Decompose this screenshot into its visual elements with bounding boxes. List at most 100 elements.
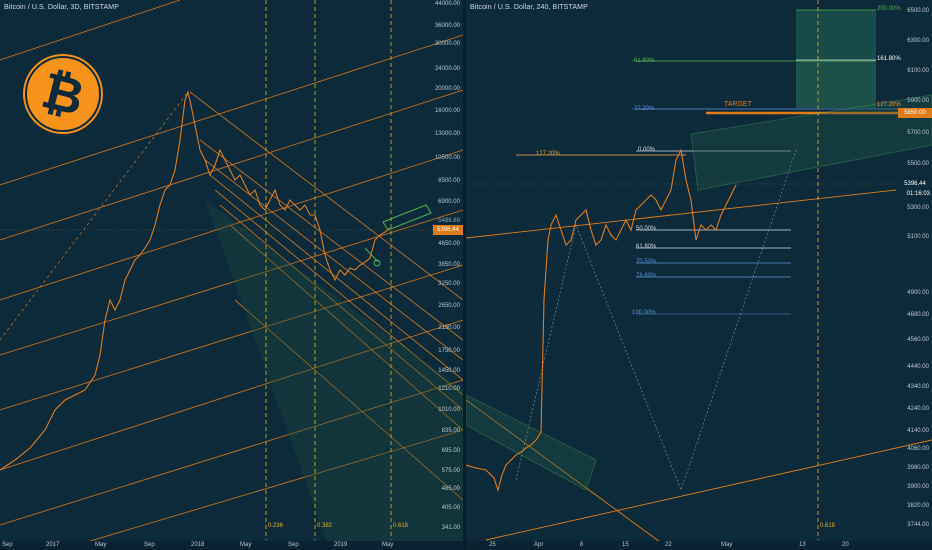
y-tick: 3900.00 xyxy=(907,484,929,490)
fib-time-label: 0.618 xyxy=(820,523,836,529)
fib-retracement-lines xyxy=(636,150,791,315)
x-tick: May xyxy=(95,542,107,548)
y-tick: 6300.00 xyxy=(907,38,929,44)
y-tick: 5900.00 xyxy=(907,98,929,104)
ext-label: 161.80% xyxy=(877,56,901,62)
fib-level-label: 50.00% xyxy=(636,226,657,232)
y-tick: 4060.00 xyxy=(907,446,929,452)
left-trend-channels xyxy=(0,0,463,550)
left-projection-box xyxy=(382,204,432,231)
fib-time-label: 0.618 xyxy=(393,523,409,529)
y-tick: 4900.00 xyxy=(907,290,929,296)
y-tick: 2150.00 xyxy=(438,325,460,331)
y-tick: 835.00 xyxy=(441,428,460,434)
right-chart-canvas[interactable] xyxy=(466,0,932,550)
target-box-upper xyxy=(796,10,876,60)
x-tick: 25 xyxy=(489,542,496,548)
y-tick: 4650.00 xyxy=(438,241,460,247)
y-tick: 4680.00 xyxy=(907,312,929,318)
left-green-marker xyxy=(364,247,379,263)
right-price-path xyxy=(466,148,737,492)
x-tick: May xyxy=(240,542,252,548)
x-tick: Sep xyxy=(2,542,13,548)
x-tick: Sep xyxy=(144,542,155,548)
right-price-axis[interactable]: 6500.00 6300.00 6100.00 5900.00 5700.00 … xyxy=(898,0,932,550)
y-tick: 1010.00 xyxy=(438,407,460,413)
y-tick: 10500.00 xyxy=(434,155,460,161)
fib-time-label: 0.236 xyxy=(268,523,284,529)
ext-label: -27.20% xyxy=(632,106,655,112)
ext-label: 127.20% xyxy=(536,151,560,157)
right-chart-panel[interactable]: Bitcoin / U.S. Dollar, 240, BITSTAMP -61… xyxy=(466,0,932,550)
fib-level-label: 78.60% xyxy=(636,273,657,279)
y-tick: 2650.00 xyxy=(438,303,460,309)
right-price-badge: 5396.44 xyxy=(898,179,932,189)
y-tick: 4240.00 xyxy=(907,406,929,412)
y-tick: 5500.00 xyxy=(907,161,929,167)
right-chart-title: Bitcoin / U.S. Dollar, 240, BITSTAMP xyxy=(470,4,588,11)
x-tick: May xyxy=(382,542,394,548)
y-tick: 341.00 xyxy=(441,525,460,531)
left-chart-canvas[interactable] xyxy=(0,0,463,550)
left-price-badge: 5396.44 xyxy=(433,225,463,235)
fib-time-label: 0.382 xyxy=(317,523,333,529)
y-tick: 13000.00 xyxy=(434,131,460,137)
target-price-badge: 5850.00 xyxy=(898,108,932,118)
target-label: TARGET xyxy=(724,101,752,108)
y-tick: 4440.00 xyxy=(907,364,929,370)
y-tick: 3820.00 xyxy=(907,503,929,509)
ext-label: -61.80% xyxy=(632,58,655,64)
bitcoin-logo: ₿ xyxy=(25,56,101,132)
y-tick: 6100.00 xyxy=(907,68,929,74)
left-shaded-zone xyxy=(205,200,463,550)
y-tick: 20000.00 xyxy=(434,86,460,92)
left-price-axis[interactable]: 44000.00 36000.00 30000.00 24000.00 2000… xyxy=(433,0,463,550)
left-dashed-trend xyxy=(0,91,189,341)
y-tick: 5100.00 xyxy=(907,234,929,240)
y-tick: 30000.00 xyxy=(434,41,460,47)
fib-level-label: 0.00% xyxy=(638,147,656,153)
y-tick: 24000.00 xyxy=(434,66,460,72)
ext-label: 127.20% xyxy=(877,102,901,108)
right-time-axis[interactable]: 25 Apr 8 15 22 May 13 20 xyxy=(466,541,932,550)
y-tick: 405.00 xyxy=(441,505,460,511)
x-tick: 20 xyxy=(842,542,849,548)
ext-label: 200.00% xyxy=(877,6,901,12)
left-green-circle xyxy=(373,259,381,267)
y-tick: 8500.00 xyxy=(438,178,460,184)
y-tick: 6900.00 xyxy=(438,199,460,205)
left-price-path xyxy=(0,90,391,471)
y-tick: 44000.00 xyxy=(434,1,460,7)
right-lower-channel xyxy=(466,394,597,491)
x-tick: 15 xyxy=(622,542,629,548)
y-tick: 16000.00 xyxy=(434,108,460,114)
x-tick: 22 xyxy=(665,542,672,548)
y-tick: 575.00 xyxy=(441,468,460,474)
y-tick: 3250.00 xyxy=(438,281,460,287)
y-tick: 4340.00 xyxy=(907,384,929,390)
panel-divider[interactable] xyxy=(463,0,466,550)
right-dashed-path xyxy=(515,149,797,491)
x-tick: May xyxy=(721,542,733,548)
x-tick: 2019 xyxy=(334,542,348,548)
x-tick: Apr xyxy=(534,542,544,548)
extension-lines xyxy=(516,9,932,156)
left-time-axis[interactable]: Sep 2017 May Sep 2018 May Sep 2019 May xyxy=(0,541,463,550)
right-projection-channel xyxy=(690,94,932,191)
left-chart-panel[interactable]: ₿ Bitcoin / U.S. Dollar, 3D, BITSTAMP 44… xyxy=(0,0,463,550)
y-tick: 4560.00 xyxy=(907,337,929,343)
y-tick: 1750.00 xyxy=(438,348,460,354)
bar-countdown: 01:16:03 xyxy=(906,191,930,197)
right-lower-trend xyxy=(485,439,932,541)
y-tick: 5300.00 xyxy=(907,205,929,211)
y-tick: 3850.00 xyxy=(438,262,460,268)
y-tick: 485.00 xyxy=(441,486,460,492)
target-box-lower xyxy=(796,60,876,108)
left-chart-title: Bitcoin / U.S. Dollar, 3D, BITSTAMP xyxy=(4,4,120,11)
fib-level-label: 100.00% xyxy=(632,310,656,316)
y-tick: 1450.00 xyxy=(438,368,460,374)
x-tick: 13 xyxy=(799,542,806,548)
y-tick: 4140.00 xyxy=(907,428,929,434)
right-trend-line xyxy=(466,189,897,239)
x-tick: Sep xyxy=(288,542,299,548)
